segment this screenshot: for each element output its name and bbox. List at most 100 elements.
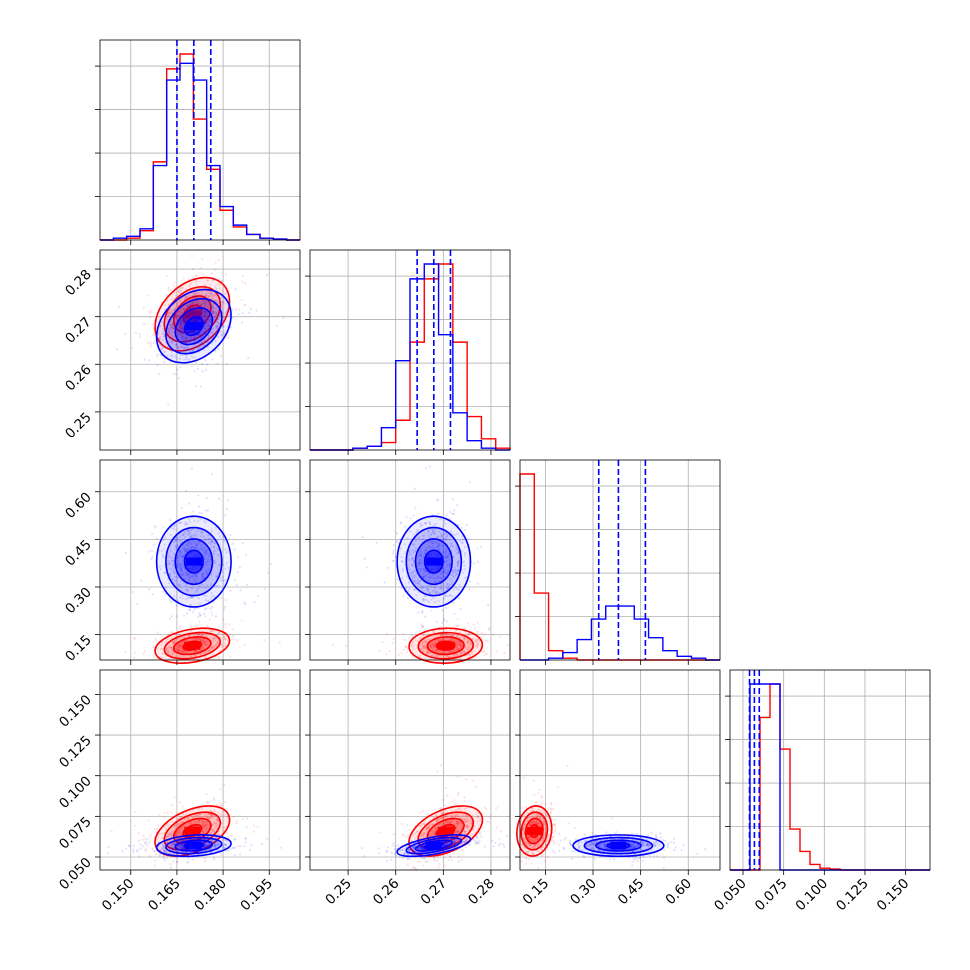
scatter-point [392, 560, 395, 563]
scatter-point [204, 368, 208, 371]
scatter-point [117, 305, 120, 308]
scatter-point [408, 636, 411, 639]
scatter-point [205, 312, 208, 315]
scatter-point [167, 289, 170, 292]
scatter-point [168, 309, 172, 312]
scatter-point [225, 507, 228, 511]
scatter-point [107, 845, 110, 849]
scatter-point [143, 322, 146, 325]
scatter-point [385, 653, 388, 656]
scatter-point [417, 611, 420, 614]
scatter-point [441, 621, 444, 624]
scatter-point [163, 361, 166, 364]
scatter-point [173, 281, 176, 284]
scatter-point [177, 310, 180, 313]
scatter-point [147, 359, 151, 362]
scatter-point [392, 638, 395, 641]
scatter-point [186, 295, 189, 298]
scatter-point [247, 311, 251, 314]
scatter-point [234, 287, 237, 291]
scatter-point [144, 849, 148, 852]
scatter-point [154, 637, 157, 640]
scatter-point [152, 646, 155, 649]
scatter-point [231, 308, 234, 311]
scatter-point [203, 309, 206, 313]
scatter-point [192, 268, 195, 271]
scatter-point [177, 310, 180, 313]
scatter-point [219, 355, 222, 358]
scatter-point [193, 301, 196, 304]
scatter-point [169, 600, 172, 604]
scatter-point [169, 321, 172, 324]
scatter-point [194, 278, 197, 282]
scatter-point [253, 600, 256, 604]
scatter-point [156, 353, 159, 356]
scatter-point [210, 271, 213, 275]
scatter-point [174, 294, 177, 297]
scatter-point [198, 511, 201, 514]
scatter-point [174, 286, 178, 289]
scatter-point [169, 288, 172, 292]
scatter-point [466, 537, 469, 540]
scatter-point [150, 557, 153, 561]
scatter-point [479, 545, 483, 548]
scatter-point [191, 356, 194, 359]
panel-3-1: 0.150.300.450.60 [62, 459, 301, 665]
scatter-point [177, 377, 180, 380]
scatter-point [171, 615, 174, 618]
scatter-point [243, 845, 246, 848]
scatter-point [142, 652, 145, 655]
scatter-point [159, 336, 162, 339]
scatter-point [206, 321, 209, 324]
scatter-point [168, 617, 171, 620]
scatter-point [213, 798, 216, 801]
scatter-point [204, 615, 207, 618]
scatter-point [179, 322, 182, 325]
scatter-point [201, 291, 204, 294]
scatter-point [215, 312, 218, 315]
scatter-point [242, 274, 245, 277]
scatter-point [476, 621, 479, 624]
scatter-point [245, 826, 248, 829]
scatter-point [212, 295, 215, 298]
scatter-point [206, 363, 209, 366]
scatter-point [445, 606, 448, 610]
scatter-point [198, 620, 201, 623]
scatter-point [243, 304, 246, 307]
scatter-point [204, 311, 207, 314]
scatter-point [209, 607, 212, 610]
scatter-point [229, 533, 232, 536]
scatter-point [215, 326, 218, 330]
scatter-point [193, 292, 196, 295]
scatter-point [492, 633, 495, 637]
scatter-point [171, 311, 174, 314]
scatter-point [386, 566, 389, 569]
scatter-point [278, 641, 281, 644]
scatter-point [211, 358, 214, 361]
scatter-point [175, 368, 178, 371]
scatter-point [246, 817, 249, 820]
scatter-point [225, 362, 229, 365]
scatter-point [211, 606, 214, 609]
scatter-point [244, 603, 247, 606]
scatter-point [404, 645, 407, 648]
scatter-point [163, 812, 166, 815]
scatter-point [219, 803, 222, 807]
scatter-point [168, 598, 172, 601]
scatter-point [171, 328, 175, 331]
scatter-point [170, 811, 173, 814]
scatter-point [166, 299, 169, 302]
scatter-point [189, 303, 192, 306]
scatter-point [177, 290, 180, 293]
scatter-point [229, 633, 232, 636]
scatter-point [232, 638, 235, 641]
scatter-point [143, 358, 146, 361]
scatter-point [252, 830, 256, 833]
scatter-point [219, 788, 222, 791]
scatter-point [155, 319, 158, 322]
scatter-point [138, 333, 141, 336]
scatter-point [179, 366, 182, 369]
scatter-point [266, 273, 269, 277]
